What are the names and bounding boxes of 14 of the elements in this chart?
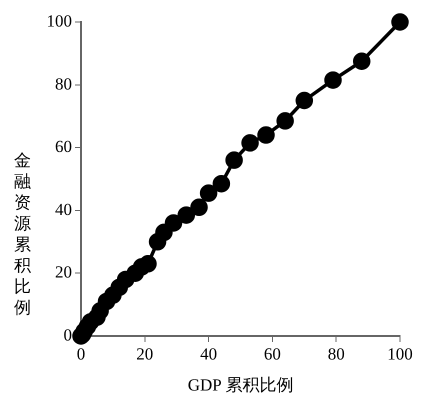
x-tick-label: 20	[136, 344, 154, 364]
x-tick-label: 100	[387, 344, 413, 364]
y-tick-label: 20	[55, 262, 72, 282]
x-tick-label: 40	[200, 344, 218, 364]
y-tick-label: 40	[55, 200, 72, 219]
y-tick-label: 60	[55, 137, 72, 156]
x-axis-title: GDP 累积比例	[188, 375, 294, 394]
y-axis-title: 金融资源累积比例	[14, 150, 32, 318]
x-tick-label: 60	[264, 344, 281, 364]
y-tick-label: 100	[46, 11, 72, 30]
x-tick-label: 80	[328, 344, 345, 364]
y-tick-label: 80	[55, 74, 72, 94]
x-tick-label: 0	[76, 344, 86, 364]
y-tick-label: 0	[64, 325, 72, 344]
